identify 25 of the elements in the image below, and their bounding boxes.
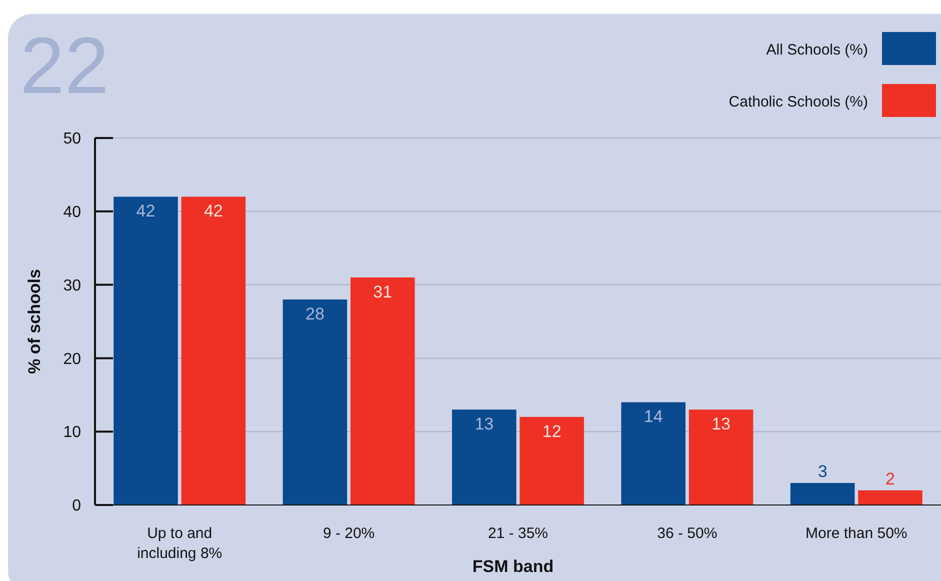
data-label: 12 <box>542 422 562 441</box>
y-tick-label: 0 <box>72 498 82 515</box>
data-label: 3 <box>818 462 828 481</box>
data-label: 42 <box>204 202 223 221</box>
legend-label: Catholic Schools (%) <box>728 93 868 110</box>
x-tick-label: 21 - 35% <box>488 525 548 542</box>
x-axis-title: FSM band <box>472 557 554 576</box>
data-label: 13 <box>474 414 494 434</box>
x-tick-label: 9 - 20% <box>322 525 375 542</box>
data-label: 14 <box>644 407 663 426</box>
y-tick-label: 10 <box>63 424 82 442</box>
y-axis-title: % of schools <box>25 269 44 374</box>
data-label: 31 <box>373 282 392 302</box>
y-tick-label: 40 <box>63 204 82 221</box>
y-tick-label: 30 <box>63 277 82 294</box>
x-tick-label: 36 - 50% <box>657 525 718 542</box>
data-label: 42 <box>136 202 156 221</box>
data-label: 28 <box>306 304 324 324</box>
legend-label: All Schools (%) <box>766 41 868 58</box>
y-tick-label: 50 <box>63 130 82 148</box>
data-label: 2 <box>886 469 895 488</box>
x-tick-label: More than 50% <box>806 525 908 542</box>
y-tick-label: 20 <box>63 350 82 368</box>
data-label: 13 <box>712 414 730 434</box>
x-tick-label: Up to and including 8% <box>137 525 222 562</box>
